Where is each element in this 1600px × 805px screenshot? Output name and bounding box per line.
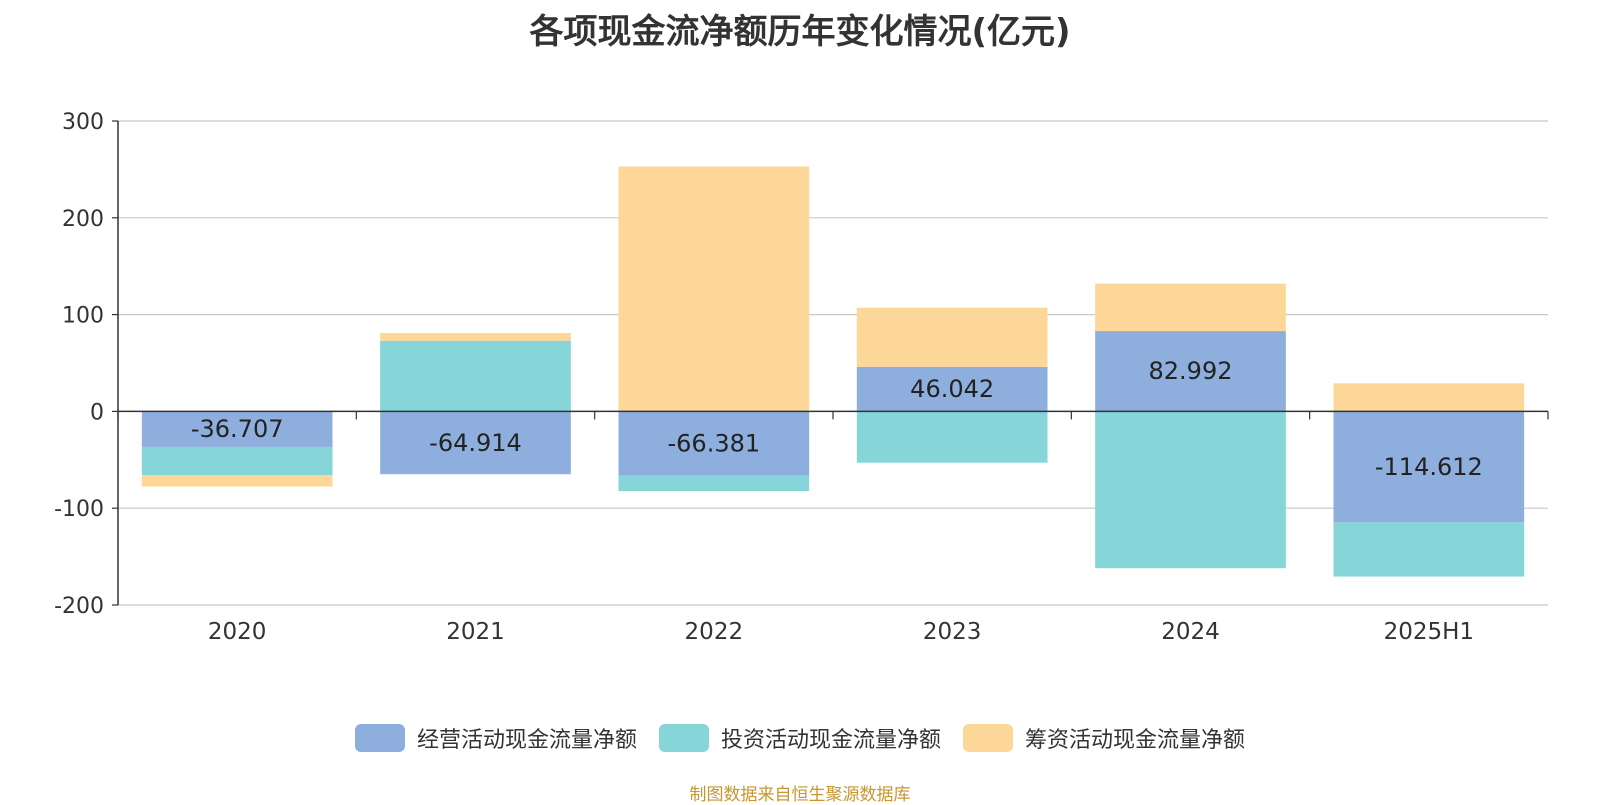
bar-operating [141,411,333,447]
bar-financing [1333,383,1525,412]
y-tick-label: -200 [54,594,104,619]
bar-financing [380,332,571,341]
x-tick-label: 2022 [685,619,744,645]
bar-investing [141,446,333,476]
bar-financing [1095,283,1286,332]
x-tick-label: 2023 [923,619,982,645]
legend-swatch-financing [963,724,1013,752]
data-label: -36.707 [191,415,284,443]
bar-investing [1095,411,1286,569]
y-tick-label: 300 [62,110,104,135]
bar-financing [618,166,810,412]
x-tick-label: 2025H1 [1384,619,1474,645]
data-label: 82.992 [1149,357,1233,385]
legend-label-financing: 筹资活动现金流量净额 [1025,728,1246,753]
legend-item-financing[interactable]: 筹资活动现金流量净额 [963,722,1245,754]
legend-item-operating[interactable]: 经营活动现金流量净额 [354,722,637,754]
bar-investing [380,340,571,412]
bar-financing [856,307,1048,367]
legend-item-investing[interactable]: 投资活动现金流量净额 [658,722,941,754]
legend-swatch-operating [354,724,405,752]
bar-investing [618,475,810,492]
bar-financing [141,475,333,487]
y-tick-label: -100 [54,497,104,522]
x-tick-label: 2020 [208,619,267,645]
bar-operating [380,411,571,475]
y-tick-label: 0 [90,400,104,425]
y-tick-label: 200 [62,207,104,232]
x-tick-label: 2021 [446,619,505,645]
chart-title: 各项现金流净额历年变化情况(亿元) [529,12,1071,52]
y-tick-label: 100 [62,304,104,329]
bar-investing [856,411,1048,463]
bar-operating [1095,331,1286,412]
data-label: -66.381 [668,430,761,458]
data-label: -114.612 [1375,453,1483,481]
x-tick-label: 2024 [1161,619,1220,645]
bar-operating [1333,411,1525,523]
legend-label-operating: 经营活动现金流量净额 [416,728,637,753]
bar-operating [856,366,1048,412]
bar-investing [1333,522,1525,577]
bar-operating [618,411,810,476]
chart-legend: 经营活动现金流量净额 投资活动现金流量净额 筹资活动现金流量净额 [0,722,1600,754]
source-note: 制图数据来自恒生聚源数据库 [689,785,911,805]
data-label: -64.914 [429,429,522,457]
legend-swatch-investing [658,724,709,752]
legend-label-investing: 投资活动现金流量净额 [720,728,941,753]
data-label: 46.042 [910,375,994,403]
